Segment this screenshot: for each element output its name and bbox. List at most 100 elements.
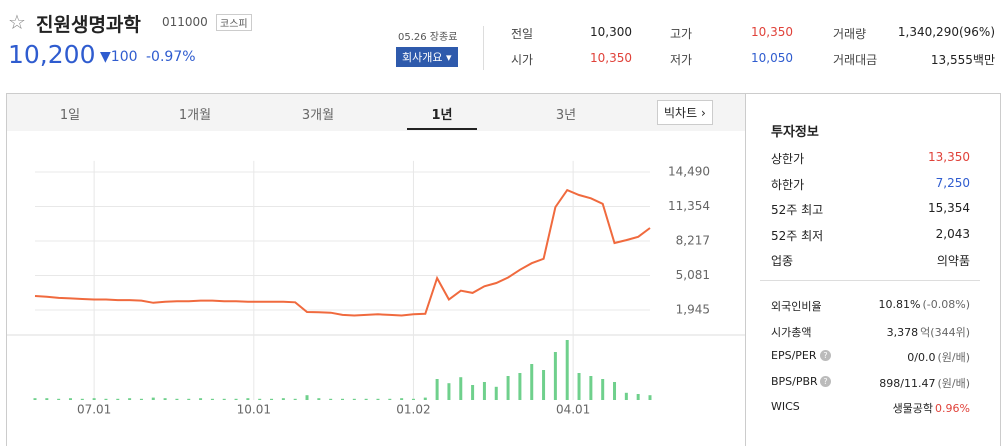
volume-bar [116, 398, 120, 400]
change: ▼100 [100, 49, 138, 65]
tab[interactable]: 1년 [431, 108, 453, 123]
volume-bar [553, 352, 557, 400]
volume-bar [80, 398, 84, 400]
value: 898/11.47 [879, 376, 936, 390]
volume-bar [305, 395, 309, 400]
volume-bar [45, 398, 49, 400]
value-extra: 0.96% [935, 402, 970, 415]
tab[interactable]: 1일 [59, 108, 81, 123]
volume-bar [175, 398, 179, 400]
volume-bar [506, 376, 510, 400]
volume-bar [341, 398, 344, 400]
volume-bar [317, 398, 321, 400]
volume-bar [187, 398, 191, 400]
big-chart-label: 빅차트 [664, 106, 698, 120]
chart-box [6, 93, 746, 446]
value-extra: 억(344위) [920, 325, 970, 339]
quote-label: 시가 [511, 53, 534, 67]
change-pct: -0.97% [146, 49, 196, 65]
volume-bar [364, 398, 368, 400]
volume-bar [518, 373, 522, 400]
info-label: BPS/PBR [771, 374, 818, 388]
info-value: 0/0.0 (원/배) [907, 349, 970, 365]
info-value: 10.81% (-0.08%) [879, 298, 970, 311]
stock-code: 011000 [162, 15, 208, 29]
info-value: 15,354 [928, 201, 970, 215]
quote-label: 고가 [670, 27, 693, 41]
volume-bar [613, 382, 617, 400]
tab-underline [407, 128, 477, 130]
volume-bar [447, 383, 451, 400]
volume-bar [542, 370, 546, 400]
info-value: 898/11.47 (원/배) [879, 375, 970, 391]
value: 10.81% [878, 298, 921, 311]
help-icon[interactable]: ? [820, 350, 831, 361]
info-label: 52주 최고 [771, 203, 824, 217]
tab[interactable]: 3개월 [301, 108, 335, 123]
quote-value: 10,350 [590, 51, 632, 65]
volume-bar [57, 398, 61, 400]
y-tick-label: 8,217 [676, 234, 710, 248]
info-label: EPS/PER [771, 349, 817, 362]
quote-label: 거래량 [833, 27, 867, 41]
volume-bar [151, 397, 155, 400]
y-tick-label: 11,354 [668, 199, 710, 213]
big-chart-button[interactable]: 빅차트 › [657, 100, 713, 125]
volume-bar [530, 364, 534, 400]
change-value: 100 [110, 49, 138, 65]
volume-bar [270, 398, 274, 400]
volume-bar [139, 398, 143, 400]
volume-bar [222, 398, 226, 400]
y-tick-label: 5,081 [676, 268, 710, 282]
volume-bar [293, 398, 297, 400]
help-icon[interactable]: ? [820, 375, 831, 387]
volume-bar [246, 398, 250, 400]
volume-bar [92, 398, 96, 400]
x-tick-label: 01.02 [396, 403, 430, 417]
info-value: 13,350 [928, 150, 970, 164]
x-tick-label: 04.01 [556, 403, 590, 417]
value-extra: (-0.08%) [922, 298, 971, 311]
volume-bar [68, 398, 72, 400]
volume-bar [258, 398, 262, 400]
info-title: 투자정보 [771, 125, 819, 140]
volume-bar [577, 373, 581, 400]
stock-name: 진원생명과학 [36, 14, 141, 36]
volume-bar [163, 398, 167, 400]
info-label: 하한가 [771, 177, 805, 192]
value: 생물공학 [892, 402, 934, 415]
info-label: 시가총액 [771, 325, 812, 339]
value-extra: (원/배) [937, 351, 970, 364]
divider [483, 26, 484, 70]
company-button[interactable]: 회사개요 ▾ [396, 47, 458, 67]
tab[interactable]: 1개월 [178, 108, 212, 123]
quote-value: 10,050 [751, 51, 793, 65]
info-label: 업종 [771, 254, 794, 268]
info-label: WICS [771, 400, 800, 413]
volume-bar [104, 398, 108, 400]
star-icon[interactable]: ☆ [8, 10, 26, 34]
info-label: 52주 최저 [771, 228, 824, 243]
volume-bar [601, 379, 605, 400]
volume-bar [376, 398, 380, 400]
x-tick-label: 10.01 [237, 403, 271, 417]
price-line [34, 188, 651, 317]
quote-label: 전일 [511, 27, 534, 41]
info-value: 생물공학 0.96% [893, 400, 970, 416]
quote-label: 저가 [670, 53, 693, 67]
tab-bar [7, 94, 745, 131]
volume-bar [388, 398, 392, 400]
value-extra: (원/배) [937, 376, 970, 390]
volume-bar [624, 392, 628, 400]
company-button-label: 회사개요 [402, 51, 443, 64]
info-value: 3,378 억(344위) [887, 324, 970, 340]
x-tick-label: 07.01 [77, 403, 111, 417]
volume-bar [471, 385, 475, 400]
tab[interactable]: 3년 [555, 108, 577, 123]
volume-bar [329, 398, 333, 400]
volume-bar [33, 398, 37, 400]
date: 05.26 장종료 [398, 32, 458, 43]
quote-value: 10,300 [590, 25, 632, 39]
info-value: 2,043 [935, 226, 970, 241]
